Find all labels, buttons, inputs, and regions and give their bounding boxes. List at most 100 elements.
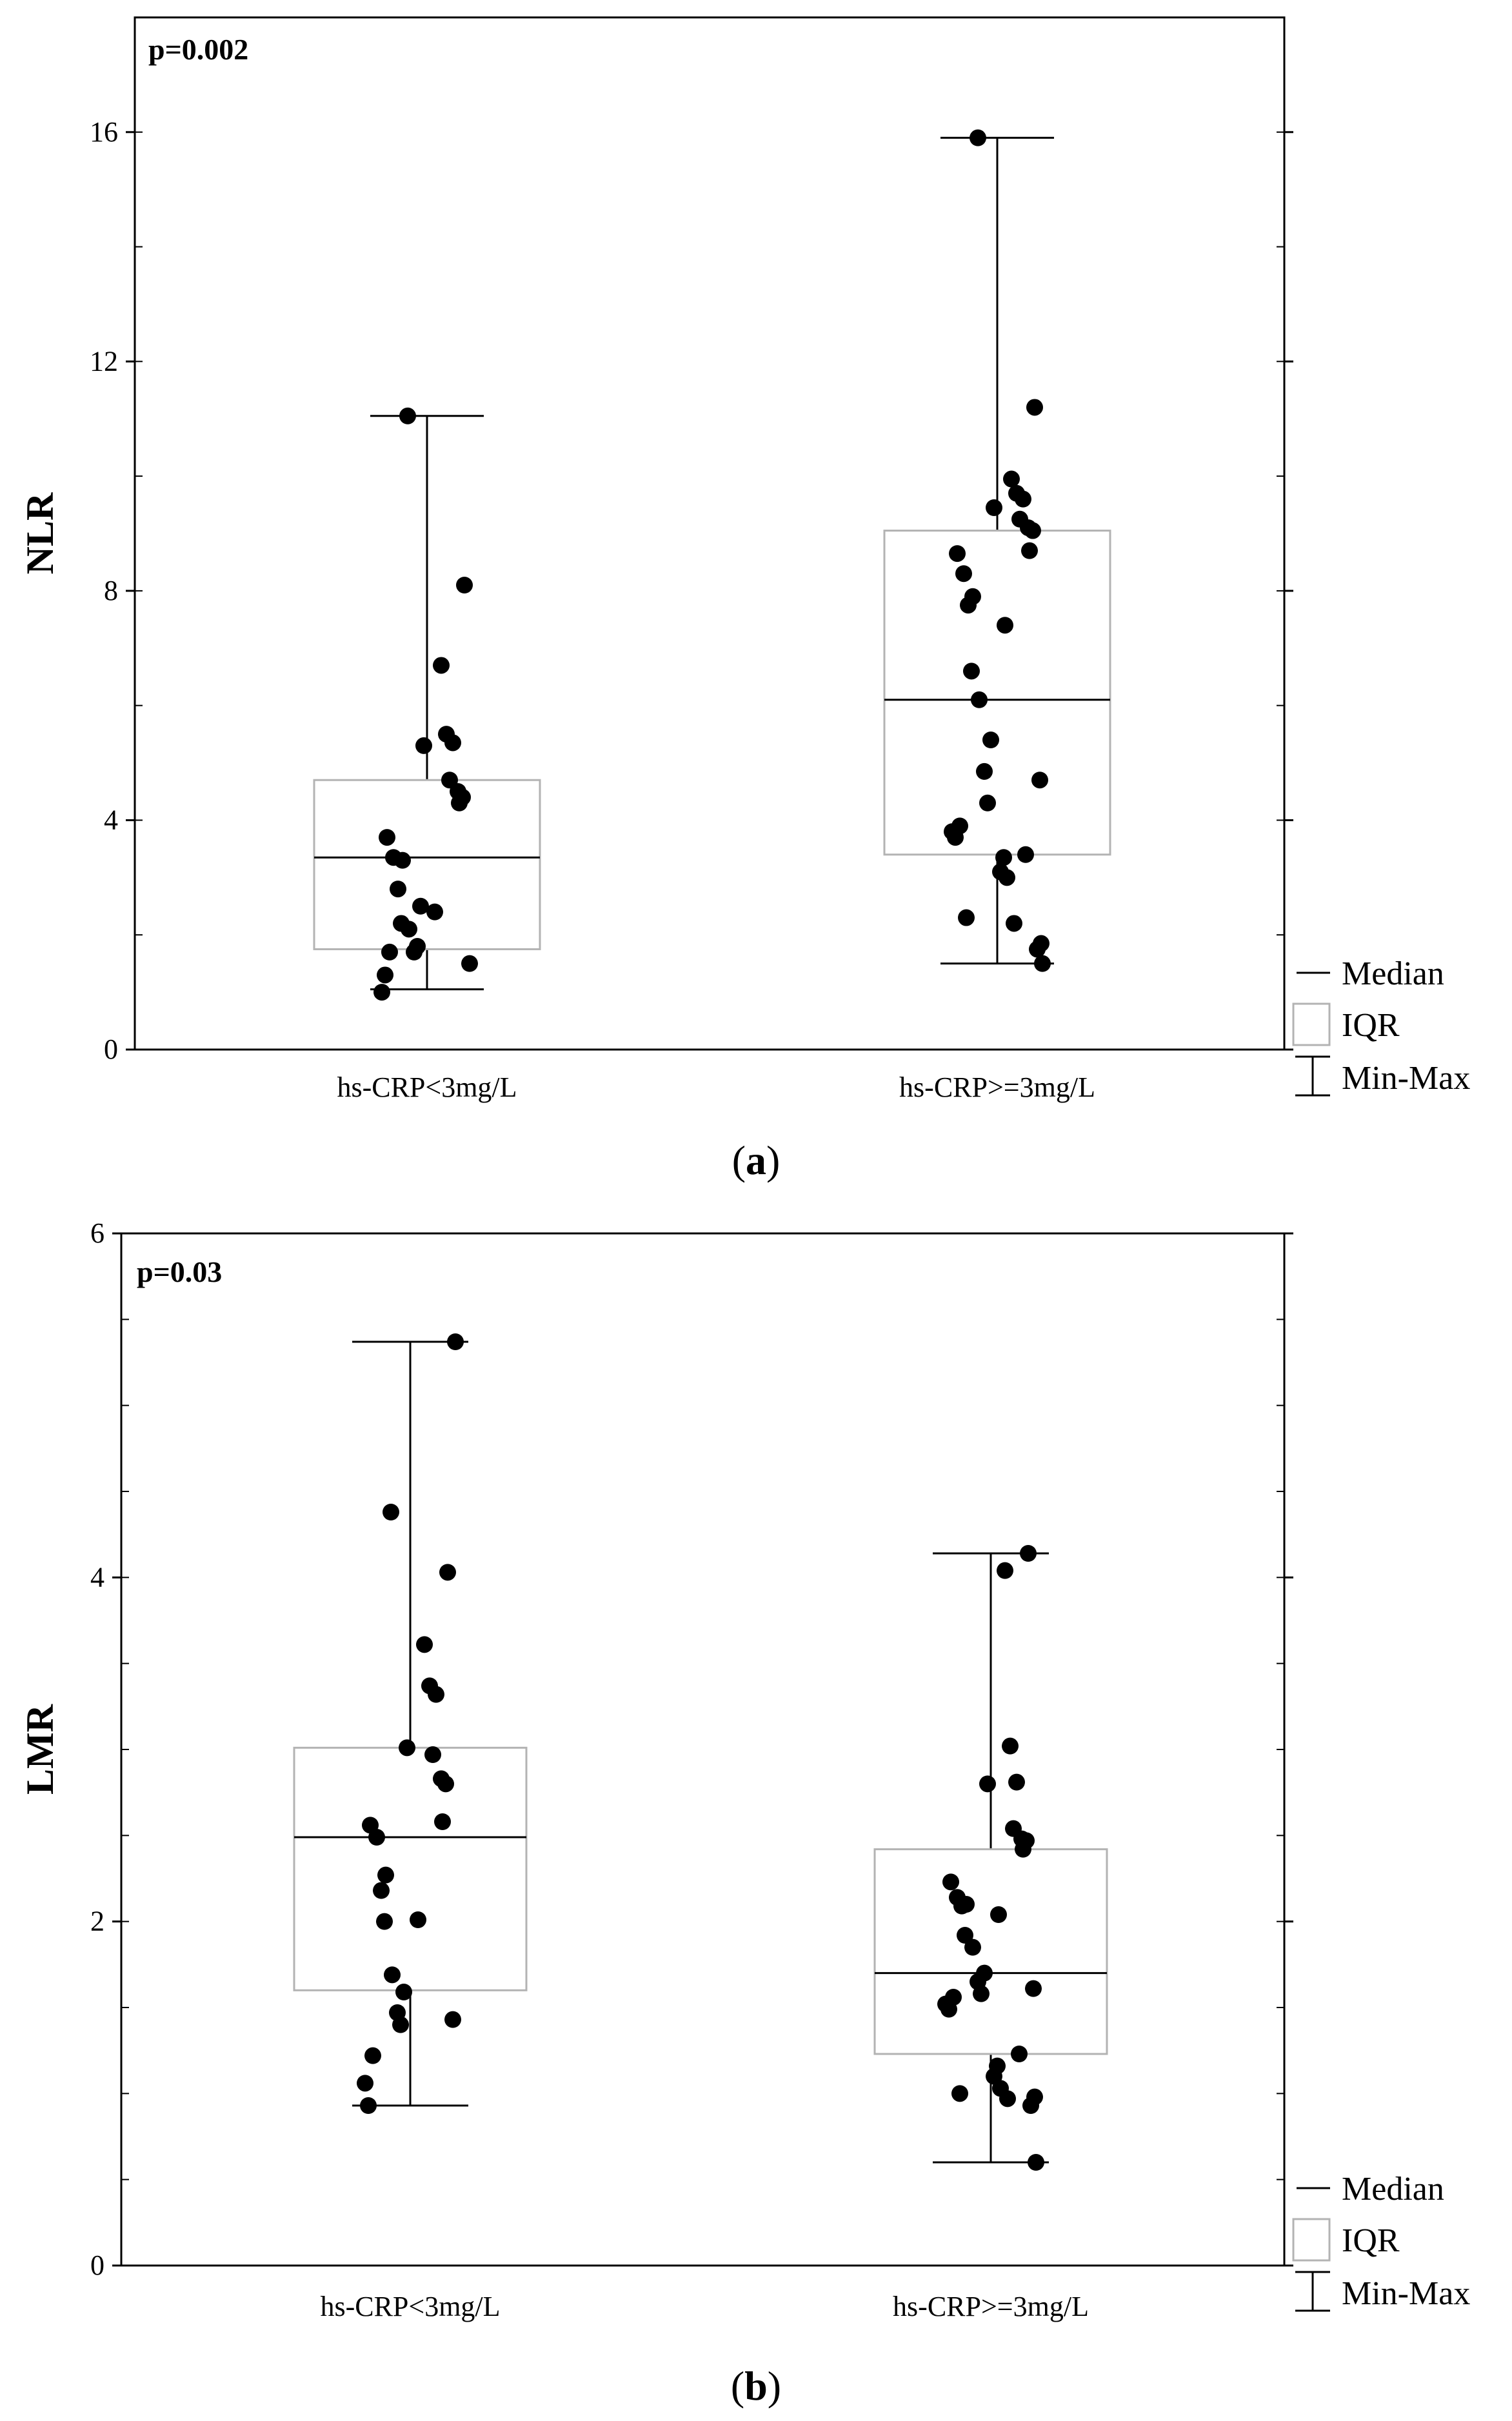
data-point bbox=[362, 1817, 379, 1834]
data-point bbox=[976, 762, 993, 780]
boxes bbox=[293, 1340, 1108, 2164]
panel-a: p=0.002 NLR hs-CRP<3mg/L hs-CRP>=3mg/L 0… bbox=[19, 16, 1470, 1183]
y-axis-label: NLR bbox=[19, 492, 61, 574]
iqr-box bbox=[873, 1848, 1108, 2055]
data-point bbox=[406, 943, 423, 961]
data-point bbox=[951, 817, 968, 835]
data-point bbox=[949, 1889, 966, 1906]
data-point bbox=[390, 881, 406, 898]
data-point bbox=[384, 1966, 401, 1984]
y-tick-label: 16 bbox=[90, 116, 118, 148]
data-point bbox=[410, 1911, 426, 1928]
y-tick-label: 6 bbox=[90, 1217, 104, 1249]
data-point bbox=[992, 863, 1009, 881]
data-point bbox=[1011, 510, 1028, 528]
data-points bbox=[373, 129, 1051, 1001]
boxes bbox=[313, 137, 1111, 991]
iqr-box bbox=[313, 779, 541, 950]
data-point bbox=[395, 1984, 412, 2000]
data-point bbox=[1020, 1545, 1037, 1562]
legend-iqr-label: IQR bbox=[1342, 2222, 1400, 2259]
y-tick-label: 8 bbox=[104, 575, 118, 606]
legend-minmax-label: Min-Max bbox=[1342, 1060, 1470, 1097]
y-ticks: 0 4 8 12 16 bbox=[90, 116, 1293, 1065]
data-point bbox=[1011, 2046, 1028, 2062]
data-point bbox=[364, 2047, 381, 2064]
data-point bbox=[957, 1927, 973, 1944]
data-point bbox=[433, 1770, 450, 1788]
data-point bbox=[373, 984, 390, 1001]
data-point bbox=[438, 726, 455, 743]
y-tick-label: 2 bbox=[90, 1906, 104, 1937]
data-point bbox=[1002, 1737, 1019, 1755]
data-point bbox=[360, 2097, 377, 2114]
data-point bbox=[958, 909, 975, 926]
data-point bbox=[456, 577, 473, 593]
data-point bbox=[1033, 935, 1049, 952]
legend-iqr-swatch bbox=[1292, 2218, 1331, 2262]
data-point bbox=[444, 2011, 461, 2028]
data-point bbox=[381, 943, 398, 961]
data-point bbox=[412, 897, 429, 915]
data-point bbox=[970, 129, 986, 146]
data-point bbox=[385, 849, 402, 866]
data-point bbox=[942, 1873, 959, 1891]
legend-median-label: Median bbox=[1342, 2171, 1444, 2207]
y-ticks: 0 2 4 6 bbox=[90, 1217, 1293, 2281]
data-point bbox=[986, 499, 1002, 516]
data-point bbox=[955, 565, 972, 583]
data-point bbox=[447, 1333, 464, 1350]
data-point bbox=[357, 2075, 373, 2092]
data-point bbox=[376, 1913, 393, 1930]
data-point bbox=[995, 849, 1012, 866]
data-point bbox=[1005, 1820, 1022, 1837]
data-point bbox=[1008, 1773, 1025, 1791]
x-tick-label: hs-CRP>=3mg/L bbox=[893, 2291, 1089, 2322]
y-tick-label: 12 bbox=[90, 345, 118, 377]
legend: Median IQR Min-Max bbox=[1292, 955, 1470, 1097]
plot-frame bbox=[120, 1232, 1286, 2267]
panel-b: p=0.03 LMR hs-CRP<3mg/L hs-CRP>=3mg/L 0 2… bbox=[19, 1217, 1470, 2409]
plot-frame bbox=[134, 16, 1286, 1051]
panel-label: (a) bbox=[732, 1137, 781, 1183]
data-point bbox=[416, 1636, 433, 1653]
p-value: p=0.03 bbox=[137, 1255, 222, 1288]
p-value: p=0.002 bbox=[148, 33, 248, 66]
data-point bbox=[450, 783, 466, 800]
data-point bbox=[1031, 772, 1048, 789]
data-point bbox=[377, 966, 393, 984]
data-point bbox=[1026, 399, 1043, 416]
data-point bbox=[399, 1739, 415, 1757]
legend-minmax-label: Min-Max bbox=[1342, 2275, 1470, 2312]
y-tick-label: 0 bbox=[104, 1033, 118, 1065]
data-point bbox=[976, 1964, 993, 1982]
data-point bbox=[377, 1866, 394, 1884]
data-point bbox=[971, 691, 988, 708]
data-point bbox=[1034, 955, 1051, 972]
data-point bbox=[979, 794, 996, 812]
data-point bbox=[421, 1677, 438, 1695]
legend: Median IQR Min-Max bbox=[1292, 2171, 1470, 2312]
data-point bbox=[997, 1562, 1013, 1579]
data-point bbox=[399, 407, 416, 424]
data-point bbox=[393, 915, 410, 932]
legend-median-label: Median bbox=[1342, 955, 1444, 992]
y-tick-label: 4 bbox=[104, 804, 118, 835]
legend-iqr-label: IQR bbox=[1342, 1007, 1400, 1044]
data-point bbox=[1021, 542, 1038, 559]
data-point bbox=[979, 1775, 996, 1793]
data-point bbox=[982, 732, 999, 748]
data-point bbox=[439, 1564, 456, 1581]
data-point bbox=[964, 1938, 981, 1956]
data-point bbox=[1006, 915, 1022, 932]
data-point bbox=[426, 903, 443, 921]
data-point bbox=[433, 657, 450, 674]
y-tick-label: 4 bbox=[90, 1561, 104, 1593]
data-point bbox=[1008, 484, 1025, 502]
data-point bbox=[461, 955, 478, 972]
data-point bbox=[951, 2085, 968, 2102]
data-point bbox=[424, 1746, 441, 1763]
data-point bbox=[415, 737, 432, 754]
x-tick-label: hs-CRP<3mg/L bbox=[337, 1071, 517, 1103]
